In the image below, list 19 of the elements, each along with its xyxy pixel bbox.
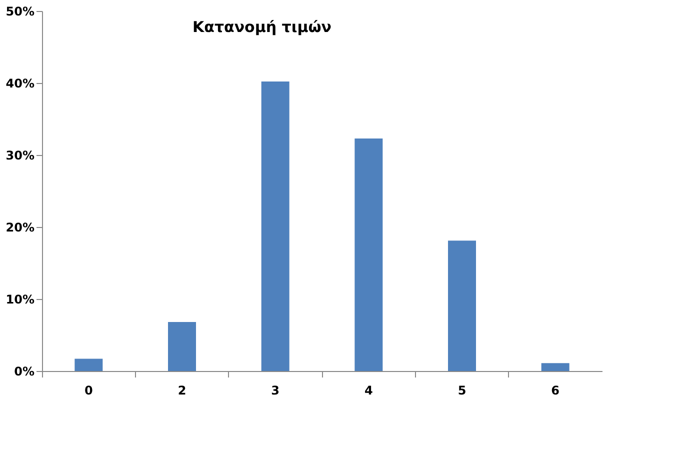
bar: [541, 363, 570, 371]
x-tick-label: 4: [364, 384, 373, 398]
y-tick-label: 40%: [6, 76, 34, 90]
x-tick-label: 5: [458, 384, 466, 398]
y-tick-label: 50%: [6, 4, 34, 18]
bar: [168, 322, 196, 371]
x-tick-label: 6: [551, 384, 560, 398]
y-tick-label: 0%: [14, 364, 34, 378]
y-tick-label: 20%: [6, 220, 34, 234]
y-tick-label: 10%: [6, 292, 34, 306]
x-tick-label: 3: [271, 384, 280, 398]
y-tick-label: 30%: [6, 148, 34, 162]
bar: [261, 82, 290, 371]
x-tick-label: 2: [178, 384, 186, 398]
bar: [74, 358, 103, 371]
bar: [448, 240, 476, 371]
bar: [354, 138, 383, 371]
x-tick-label: 0: [84, 384, 93, 398]
text: Κατανομή τιμών: [192, 18, 332, 36]
